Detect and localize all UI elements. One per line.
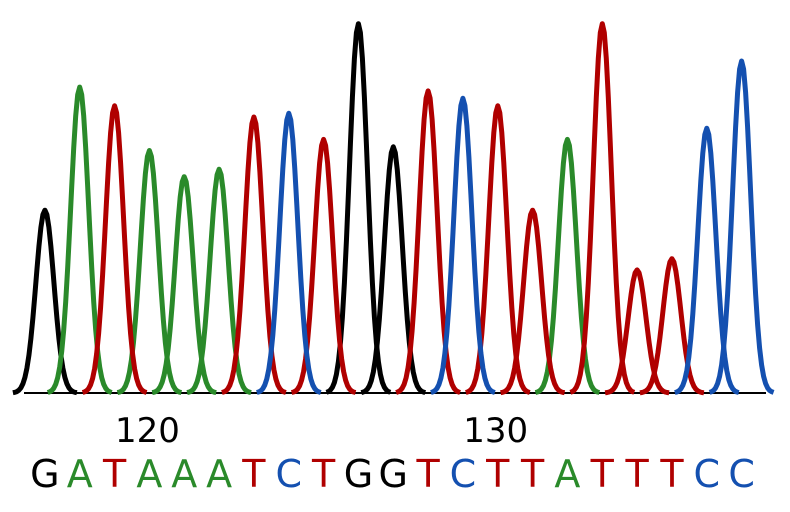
base-call: T xyxy=(102,452,127,496)
peak xyxy=(569,21,636,395)
peak xyxy=(256,110,322,395)
base-call: T xyxy=(241,452,266,496)
peak xyxy=(674,125,740,395)
peak xyxy=(360,144,427,395)
base-call: G xyxy=(379,452,408,496)
base-call: A xyxy=(171,452,197,496)
base-call: T xyxy=(485,452,510,496)
peak xyxy=(116,148,183,396)
base-call: C xyxy=(728,452,755,496)
x-tick-label: 130 xyxy=(463,411,528,451)
x-tick-label: 120 xyxy=(115,411,180,451)
peak xyxy=(708,58,775,395)
peak xyxy=(325,21,392,395)
peak xyxy=(534,136,601,395)
base-call: G xyxy=(30,452,59,496)
peak xyxy=(465,103,531,395)
base-call: A xyxy=(67,452,93,496)
peak xyxy=(186,166,252,396)
base-call: A xyxy=(136,452,162,496)
peak xyxy=(500,207,566,396)
peak xyxy=(430,95,496,395)
peak xyxy=(46,84,113,395)
base-call: A xyxy=(554,452,580,496)
base-call: T xyxy=(415,452,440,496)
peak xyxy=(604,267,670,396)
base-call: T xyxy=(590,452,615,496)
base-call: T xyxy=(659,452,684,496)
base-call: A xyxy=(206,452,232,496)
base-call: T xyxy=(311,452,336,496)
peak xyxy=(290,136,357,395)
peak xyxy=(151,174,217,396)
base-call: C xyxy=(275,452,302,496)
base-call: T xyxy=(520,452,545,496)
base-call: C xyxy=(694,452,721,496)
base-call: C xyxy=(450,452,477,496)
peak xyxy=(639,256,705,396)
base-call: T xyxy=(624,452,649,496)
peak xyxy=(81,103,148,395)
peak xyxy=(12,207,78,396)
peak xyxy=(395,88,461,395)
base-call: G xyxy=(344,452,373,496)
peak xyxy=(221,114,287,395)
